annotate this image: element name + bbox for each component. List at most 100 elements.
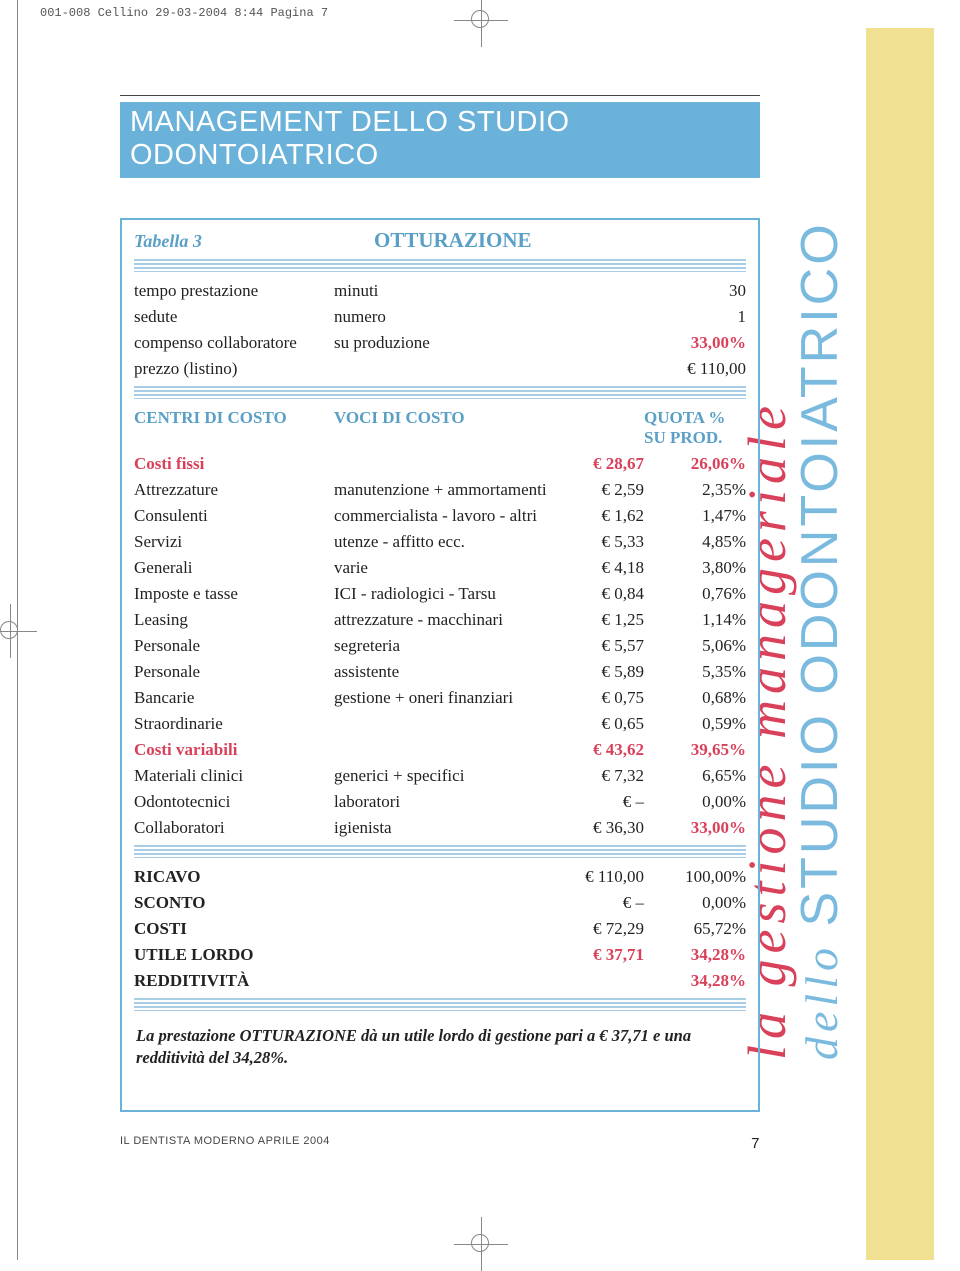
table-row: SCONTO€ –0,00%: [122, 890, 758, 916]
table-cell: 4,85%: [644, 532, 746, 552]
table-cell: utenze - affitto ecc.: [334, 532, 564, 552]
table-row: sedutenumero1: [122, 304, 758, 330]
table-cell: 5,06%: [644, 636, 746, 656]
table-cell: Consulenti: [134, 506, 334, 526]
side-title-prefix: dello: [796, 927, 847, 1060]
table-cell: commercialista - lavoro - altri: [334, 506, 564, 526]
table-box: Tabella 3 OTTURAZIONE tempo prestazionem…: [120, 218, 760, 1112]
table-cell: € 43,62: [564, 740, 644, 760]
col-header: QUOTA % SU PROD.: [644, 408, 746, 448]
table-cell: compenso collaboratore: [134, 333, 334, 353]
table-cell: € 7,32: [564, 766, 644, 786]
table-row: Serviziutenze - affitto ecc.€ 5,334,85%: [122, 529, 758, 555]
table-cell: 0,68%: [644, 688, 746, 708]
table-cell: € 0,75: [564, 688, 644, 708]
table-cell: laboratori: [334, 792, 564, 812]
table-cell: Collaboratori: [134, 818, 334, 838]
table-cell: € 72,29: [564, 919, 644, 939]
table-cell: € 36,30: [564, 818, 644, 838]
table-cell: 6,65%: [644, 766, 746, 786]
table-cell: € 110,00: [644, 359, 746, 379]
table-cell: Materiali clinici: [134, 766, 334, 786]
table-cell: gestione + oneri finanziari: [334, 688, 564, 708]
table-cell: 0,00%: [644, 893, 746, 913]
table-row: Personalesegreteria€ 5,575,06%: [122, 633, 758, 659]
table-cell: Servizi: [134, 532, 334, 552]
table-cell: Costi variabili: [134, 740, 334, 760]
page-title-banner: MANAGEMENT DELLO STUDIO ODONTOIATRICO: [120, 102, 760, 178]
table-cell: Odontotecnici: [134, 792, 334, 812]
table-cell: 39,65%: [644, 740, 746, 760]
table-cell: 1,14%: [644, 610, 746, 630]
table-cell: sedute: [134, 307, 334, 327]
side-color-band: [866, 28, 934, 1260]
table-cell: € 0,65: [564, 714, 644, 734]
table-row: compenso collaboratoresu produzione 33,00…: [122, 330, 758, 356]
table-cell: SCONTO: [134, 893, 334, 913]
table-top-section: tempo prestazioneminuti30sedutenumero1co…: [122, 278, 758, 382]
table-cell: segreteria: [334, 636, 564, 656]
col-header: CENTRI DI COSTO: [134, 408, 334, 428]
crop-mark-bottom: [471, 1234, 489, 1252]
table-cell: € 4,18: [564, 558, 644, 578]
table-footnote: La prestazione OTTURAZIONE dà un utile l…: [122, 1017, 758, 1110]
table-cell: assistente: [334, 662, 564, 682]
table-cell: € 1,25: [564, 610, 644, 630]
table-row: Consulenticommercialista - lavoro - altr…: [122, 503, 758, 529]
table-cell: varie: [334, 558, 564, 578]
table-cell: Personale: [134, 636, 334, 656]
header-rule: [120, 95, 760, 96]
table-cell: 34,28%: [644, 971, 746, 991]
table-cell: 100,00%: [644, 867, 746, 887]
table-row: Attrezzaturemanutenzione + ammortamenti€…: [122, 477, 758, 503]
table-cell: € 37,71: [564, 945, 644, 965]
divider-band: [134, 845, 746, 858]
table-row: Generalivarie€ 4,183,80%: [122, 555, 758, 581]
table-row: Imposte e tasseICI - radiologici - Tarsu…: [122, 581, 758, 607]
table-cell: generici + specifici: [334, 766, 564, 786]
table-cell: € 1,62: [564, 506, 644, 526]
side-title-line2: dello STUDIO ODONTOIATRICO: [790, 221, 850, 1060]
table-row: Personaleassistente€ 5,895,35%: [122, 659, 758, 685]
table-cell: manutenzione + ammortamenti: [334, 480, 564, 500]
table-cell: minuti: [334, 281, 564, 301]
table-cell: 34,28%: [644, 945, 746, 965]
table-cell: attrezzature - macchinari: [334, 610, 564, 630]
table-cell: 26,06%: [644, 454, 746, 474]
table-cell: 33,00%: [644, 818, 746, 838]
footer-publication: IL DENTISTA MODERNO APRILE 2004: [120, 1135, 330, 1152]
table-cell: 3,80%: [644, 558, 746, 578]
table-cell: 0,76%: [644, 584, 746, 604]
table-row: Odontotecnicilaboratori€ –0,00%: [122, 789, 758, 815]
table-cell: 1,47%: [644, 506, 746, 526]
table-cell: 33,00%: [644, 333, 746, 353]
table-row: Costi variabili € 43,6239,65%: [122, 737, 758, 763]
crop-mark-left: [0, 621, 18, 639]
page-content: MANAGEMENT DELLO STUDIO ODONTOIATRICO Ta…: [120, 95, 760, 1112]
table-row: REDDITIVITÀ34,28%: [122, 968, 758, 994]
table-cell: RICAVO: [134, 867, 334, 887]
table-row: Bancariegestione + oneri finanziari€ 0,7…: [122, 685, 758, 711]
table-row: Leasingattrezzature - macchinari€ 1,251,…: [122, 607, 758, 633]
table-cell: 0,00%: [644, 792, 746, 812]
table-label: Tabella 3: [134, 231, 334, 252]
table-cell: numero: [334, 307, 564, 327]
table-cell: 65,72%: [644, 919, 746, 939]
crop-mark-top: [471, 10, 489, 28]
table-title: OTTURAZIONE: [334, 228, 746, 253]
table-cell: Generali: [134, 558, 334, 578]
table-cell: tempo prestazione: [134, 281, 334, 301]
table-row: Straordinarie€ 0,650,59%: [122, 711, 758, 737]
table-cell: € 5,57: [564, 636, 644, 656]
table-cell: su produzione: [334, 333, 564, 353]
table-cost-section: Costi fissi€ 28,6726,06%Attrezzaturemanu…: [122, 451, 758, 841]
table-row: prezzo (listino)€ 110,00: [122, 356, 758, 382]
table-row: COSTI € 72,2965,72%: [122, 916, 758, 942]
cost-header-row: CENTRI DI COSTO VOCI DI COSTO QUOTA % SU…: [122, 405, 758, 451]
table-cell: Attrezzature: [134, 480, 334, 500]
table-summary-section: RICAVO€ 110,00100,00%SCONTO€ –0,00%COSTI…: [122, 864, 758, 994]
table-heading: Tabella 3 OTTURAZIONE: [122, 220, 758, 255]
table-row: Collaboratoriigienista€ 36,3033,00%: [122, 815, 758, 841]
table-cell: Imposte e tasse: [134, 584, 334, 604]
table-cell: COSTI: [134, 919, 334, 939]
